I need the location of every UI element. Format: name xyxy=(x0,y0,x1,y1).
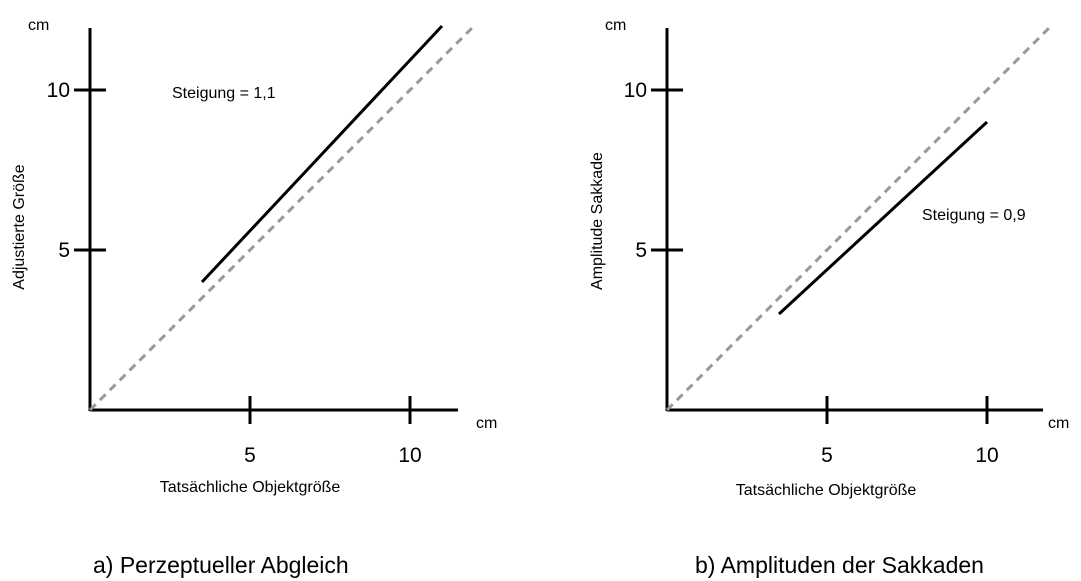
identity-reference-line xyxy=(88,24,476,412)
slope-annotation: Steigung = 1,1 xyxy=(172,85,276,102)
tick-marks: 5 10 5 10 xyxy=(624,79,999,467)
x-axis-title: Tatsächliche Objektgröße xyxy=(736,482,917,499)
x-tick-label-5: 5 xyxy=(244,444,256,467)
panel-saccade-amplitudes: 5 10 5 10 cm cm Tatsächliche Objektgröße Am… xyxy=(589,17,1069,578)
series-layer xyxy=(665,24,1053,412)
series-layer xyxy=(88,24,476,412)
y-tick-label-5: 5 xyxy=(58,239,70,262)
y-tick-label-10: 10 xyxy=(47,79,70,102)
x-unit-label: cm xyxy=(1048,415,1069,432)
x-tick-label-10: 10 xyxy=(398,444,421,467)
y-axis-title: Amplitude Sakkade xyxy=(589,152,606,290)
tick-marks: 5 10 5 10 xyxy=(47,79,422,467)
x-axis-title: Tatsächliche Objektgröße xyxy=(160,479,341,496)
x-tick-label-10: 10 xyxy=(975,444,998,467)
y-tick-label-10: 10 xyxy=(624,79,647,102)
fitted-slope-line xyxy=(777,120,989,316)
y-unit-label: cm xyxy=(28,17,49,34)
y-axis-title: Adjustierte Größe xyxy=(11,164,28,289)
x-tick-label-5: 5 xyxy=(821,444,833,467)
panel-caption: b) Amplituden der Sakkaden xyxy=(695,552,984,578)
x-unit-label: cm xyxy=(476,415,497,432)
panel-perceptual-matching: 5 10 5 10 cm cm Tatsächliche Objektgröße Ad… xyxy=(11,17,497,578)
panel-caption: a) Perzeptueller Abgleich xyxy=(93,552,349,578)
fitted-slope-line xyxy=(200,24,444,284)
slope-annotation: Steigung = 0,9 xyxy=(922,207,1026,224)
y-tick-label-5: 5 xyxy=(635,239,647,262)
identity-reference-line xyxy=(665,24,1053,412)
y-unit-label: cm xyxy=(605,17,626,34)
